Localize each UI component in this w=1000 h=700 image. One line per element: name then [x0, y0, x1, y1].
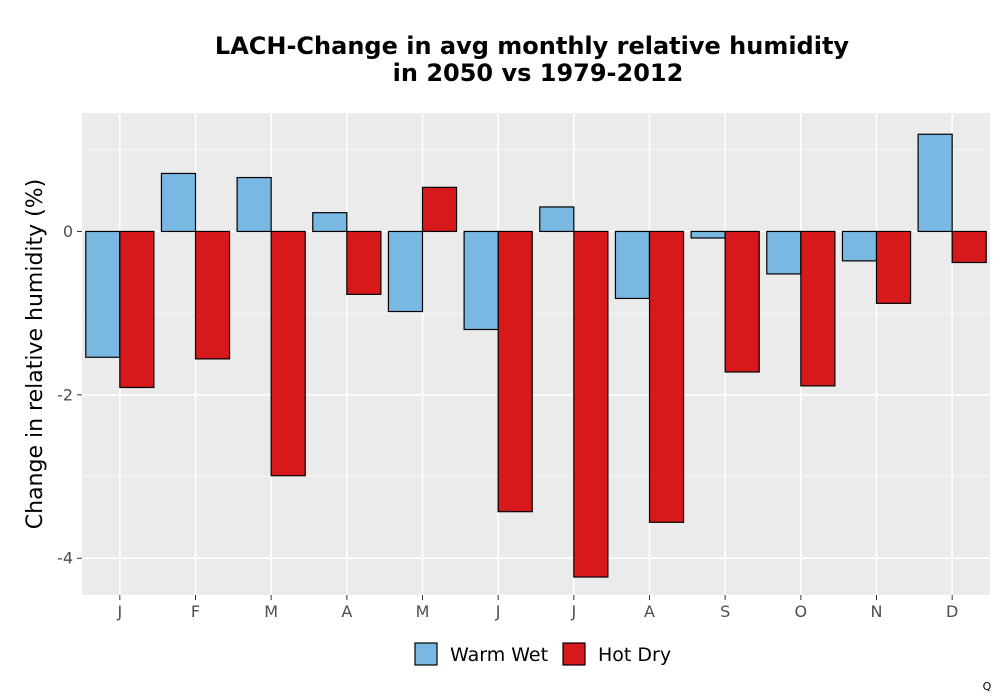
bar-hot-dry — [573, 230, 609, 578]
x-tick-label: D — [946, 602, 958, 621]
bar-hot-dry — [875, 230, 912, 304]
x-tick-label: J — [495, 602, 501, 621]
corner-note: Q — [983, 680, 992, 693]
bar-hot-dry — [421, 186, 458, 233]
plot-panel — [82, 113, 990, 595]
x-tick-label: F — [191, 602, 200, 621]
x-tick-label: A — [644, 602, 655, 621]
y-axis-ticks: 0 -2 -4 — [57, 222, 82, 568]
chart-title-line-2: in 2050 vs 1979-2012 — [393, 59, 684, 87]
bars — [85, 133, 987, 578]
x-tick-label: O — [795, 602, 808, 621]
y-tick-label: -2 — [57, 385, 73, 404]
bar-warm-wet — [160, 172, 197, 233]
bar-warm-wet — [312, 212, 348, 233]
bar-hot-dry — [194, 230, 231, 360]
bar-hot-dry — [951, 230, 987, 264]
y-tick-label: 0 — [63, 222, 73, 241]
bar-warm-wet — [614, 230, 651, 300]
x-tick-label: S — [720, 602, 730, 621]
bar-warm-wet — [387, 230, 424, 313]
bar-hot-dry — [497, 230, 533, 513]
bar-hot-dry — [648, 230, 685, 523]
x-tick-label: J — [116, 602, 122, 621]
y-axis-title: Change in relative humidity (%) — [23, 179, 48, 529]
bar-hot-dry — [119, 230, 155, 389]
x-tick-label: A — [341, 602, 352, 621]
chart-title-line-1: LACH-Change in avg monthly relative humi… — [215, 32, 850, 60]
bar-hot-dry — [724, 230, 760, 373]
bar-warm-wet — [690, 230, 726, 239]
legend-label-warm-wet: Warm Wet — [450, 644, 548, 666]
legend-key-hot-dry — [562, 642, 586, 666]
legend: Warm Wet Hot Dry — [414, 642, 671, 666]
bar-warm-wet — [463, 230, 499, 331]
bar-warm-wet — [917, 133, 953, 233]
x-tick-label: M — [416, 602, 430, 621]
bar-warm-wet — [539, 206, 575, 233]
bar-hot-dry — [800, 230, 836, 387]
legend-label-hot-dry: Hot Dry — [598, 644, 671, 666]
bar-warm-wet — [236, 176, 272, 233]
x-tick-label: N — [871, 602, 883, 621]
x-tick-label: J — [570, 602, 576, 621]
bar-warm-wet — [841, 230, 878, 262]
x-tick-label: M — [264, 602, 278, 621]
bar-warm-wet — [766, 230, 802, 275]
bar-warm-wet — [85, 230, 121, 358]
y-tick-label: -4 — [57, 549, 73, 568]
bar-hot-dry — [346, 230, 382, 295]
legend-key-warm-wet — [414, 642, 438, 666]
bar-hot-dry — [270, 230, 306, 477]
